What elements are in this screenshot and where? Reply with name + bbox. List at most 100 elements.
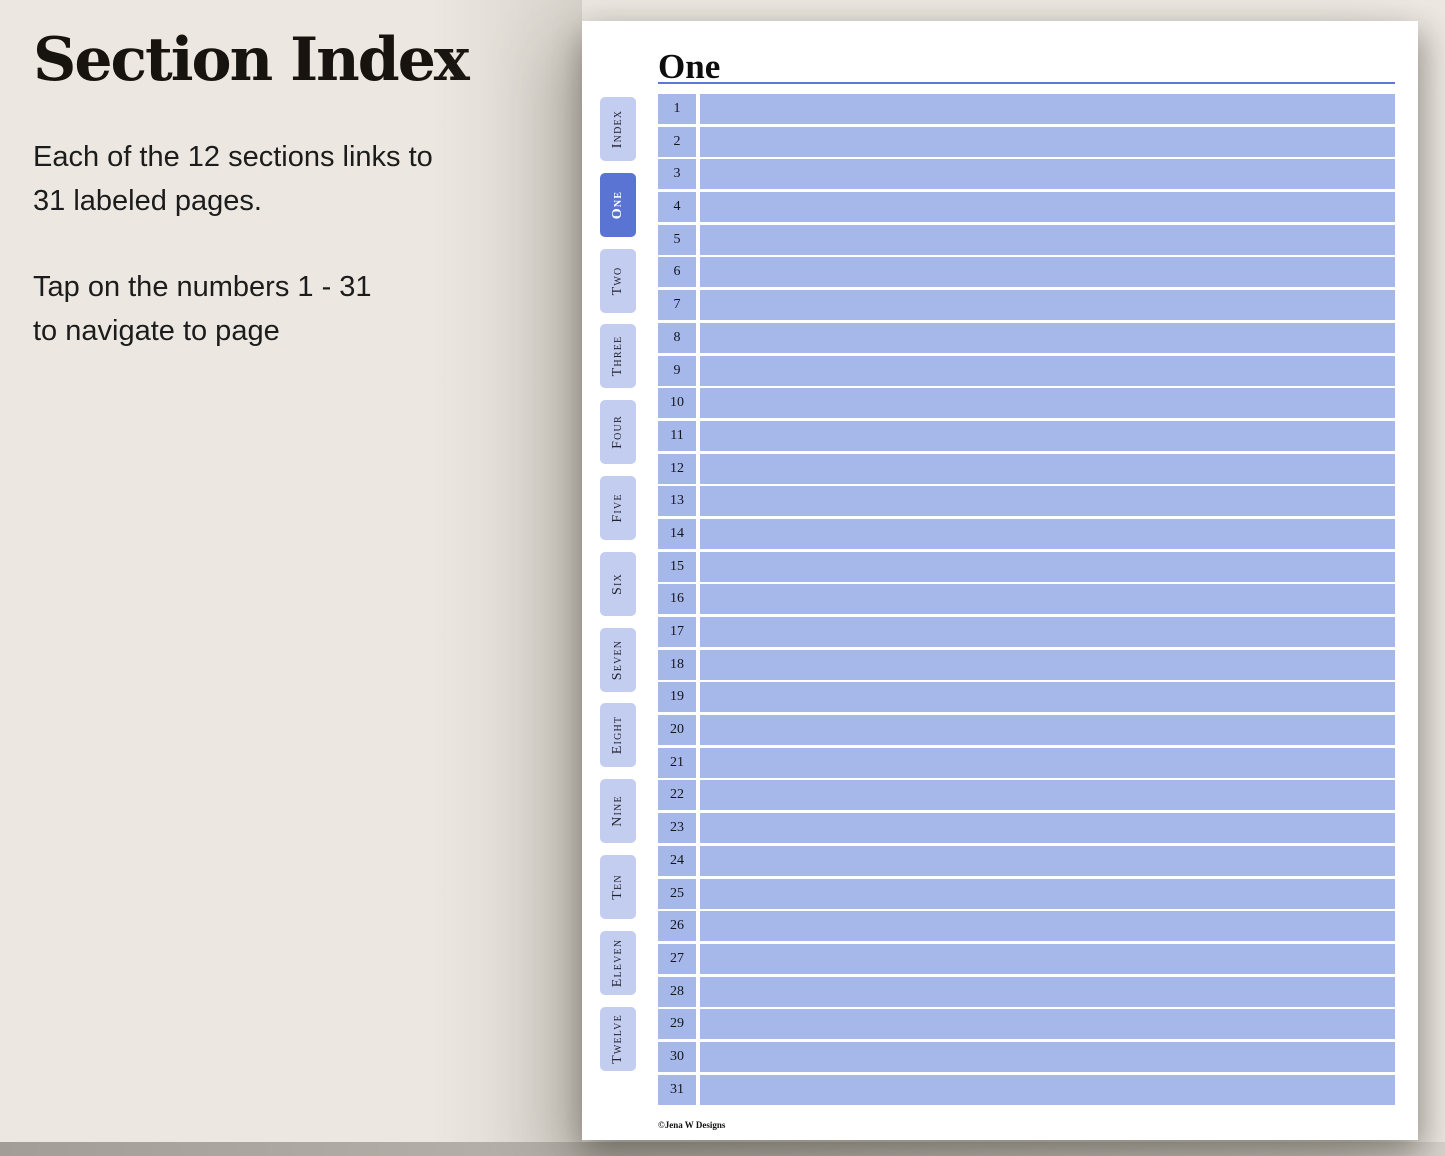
page-number-link[interactable]: 22 <box>658 780 696 811</box>
tab-six[interactable]: Six <box>600 551 636 616</box>
page-row: 13 <box>658 486 1395 517</box>
page-row-bar <box>700 617 1395 647</box>
page-number-link[interactable]: 8 <box>658 322 696 353</box>
page-row-bar <box>700 224 1395 255</box>
page-number-link[interactable]: 30 <box>658 1041 696 1072</box>
page-number-link[interactable]: 20 <box>658 715 696 746</box>
page-row: 20 <box>658 715 1395 746</box>
page-row: 18 <box>658 649 1395 680</box>
page-number-link[interactable]: 24 <box>658 845 696 876</box>
page-row: 7 <box>658 290 1395 321</box>
page-row: 26 <box>658 911 1395 942</box>
page-number-link[interactable]: 16 <box>658 584 696 615</box>
page-row: 21 <box>658 747 1395 778</box>
page-row: 27 <box>658 943 1395 974</box>
page-row-bar <box>700 1041 1395 1072</box>
tab-label: Two <box>610 266 625 295</box>
tab-twelve[interactable]: Twelve <box>600 1006 636 1071</box>
page-number-link[interactable]: 4 <box>658 192 696 223</box>
page-number-link[interactable]: 28 <box>658 976 696 1007</box>
page-row-bar <box>700 94 1395 124</box>
page-row: 1 <box>658 94 1395 124</box>
copyright-text: ©Jena W Designs <box>658 1120 726 1130</box>
page-row: 30 <box>658 1041 1395 1072</box>
tab-label: Five <box>610 493 625 523</box>
page-row-bar <box>700 290 1395 321</box>
page-row-bar <box>700 943 1395 974</box>
page-row: 14 <box>658 518 1395 549</box>
page-number-link[interactable]: 15 <box>658 551 696 582</box>
tab-label: Index <box>610 109 625 149</box>
tab-label: Six <box>610 572 625 595</box>
page-number-link[interactable]: 1 <box>658 94 696 124</box>
page-number-link[interactable]: 26 <box>658 911 696 942</box>
tab-label: Twelve <box>610 1013 625 1064</box>
tab-eleven[interactable]: Eleven <box>600 930 636 995</box>
page-row: 12 <box>658 453 1395 484</box>
tab-eight[interactable]: Eight <box>600 703 636 768</box>
page-row: 19 <box>658 682 1395 713</box>
page-number-link[interactable]: 10 <box>658 388 696 419</box>
tab-ten[interactable]: Ten <box>600 854 636 919</box>
page-row: 22 <box>658 780 1395 811</box>
page-row-bar <box>700 715 1395 746</box>
page-number-link[interactable]: 6 <box>658 257 696 288</box>
page-number-link[interactable]: 2 <box>658 126 696 157</box>
page-row-bar <box>700 682 1395 713</box>
page-row: 31 <box>658 1074 1395 1105</box>
page-row-bar <box>700 518 1395 549</box>
tab-label: Four <box>610 415 625 450</box>
tab-label: Three <box>610 336 625 377</box>
page-number-link[interactable]: 29 <box>658 1009 696 1040</box>
tab-five[interactable]: Five <box>600 475 636 540</box>
page-row: 11 <box>658 420 1395 451</box>
page-row-bar <box>700 584 1395 615</box>
page-row-bar <box>700 878 1395 909</box>
page-number-link[interactable]: 5 <box>658 224 696 255</box>
page-row-bar <box>700 453 1395 484</box>
surface-strip <box>0 1142 1445 1156</box>
tab-four[interactable]: Four <box>600 400 636 465</box>
page-number-link[interactable]: 7 <box>658 290 696 321</box>
page-row-bar <box>700 126 1395 157</box>
page-number-link[interactable]: 13 <box>658 486 696 517</box>
tab-nine[interactable]: Nine <box>600 779 636 844</box>
section-index-title: Section Index <box>33 25 470 95</box>
page-number-link[interactable]: 3 <box>658 159 696 190</box>
page-number-link[interactable]: 12 <box>658 453 696 484</box>
page-row: 10 <box>658 388 1395 419</box>
page-number-link[interactable]: 11 <box>658 420 696 451</box>
page-row-bar <box>700 388 1395 419</box>
page-row-bar <box>700 845 1395 876</box>
page-number-link[interactable]: 9 <box>658 355 696 386</box>
page-number-link[interactable]: 21 <box>658 747 696 778</box>
page-number-link[interactable]: 17 <box>658 617 696 647</box>
page-row-bar <box>700 486 1395 517</box>
page-row-bar <box>700 551 1395 582</box>
page-number-link[interactable]: 27 <box>658 943 696 974</box>
tab-three[interactable]: Three <box>600 324 636 389</box>
page-number-link[interactable]: 19 <box>658 682 696 713</box>
page-number-link[interactable]: 14 <box>658 518 696 549</box>
tab-one[interactable]: One <box>600 172 636 237</box>
page-row-bar <box>700 649 1395 680</box>
page-row-bar <box>700 780 1395 811</box>
page-number-link[interactable]: 25 <box>658 878 696 909</box>
tab-label: Eleven <box>610 938 625 988</box>
page-row: 17 <box>658 617 1395 647</box>
tab-two[interactable]: Two <box>600 248 636 313</box>
page-row-bar <box>700 1074 1395 1105</box>
page-row: 5 <box>658 224 1395 255</box>
page-row-bar <box>700 420 1395 451</box>
tab-label: Ten <box>610 874 625 900</box>
page-number-link[interactable]: 31 <box>658 1074 696 1105</box>
page-row: 9 <box>658 355 1395 386</box>
page-number-link[interactable]: 23 <box>658 813 696 844</box>
tab-index[interactable]: Index <box>600 97 636 161</box>
planner-page: One Index One Two Three Four Five Six Seven Eigh… <box>582 21 1418 1140</box>
page-row-bar <box>700 355 1395 386</box>
tab-seven[interactable]: Seven <box>600 627 636 692</box>
page-number-link[interactable]: 18 <box>658 649 696 680</box>
tab-label: One <box>610 190 625 219</box>
